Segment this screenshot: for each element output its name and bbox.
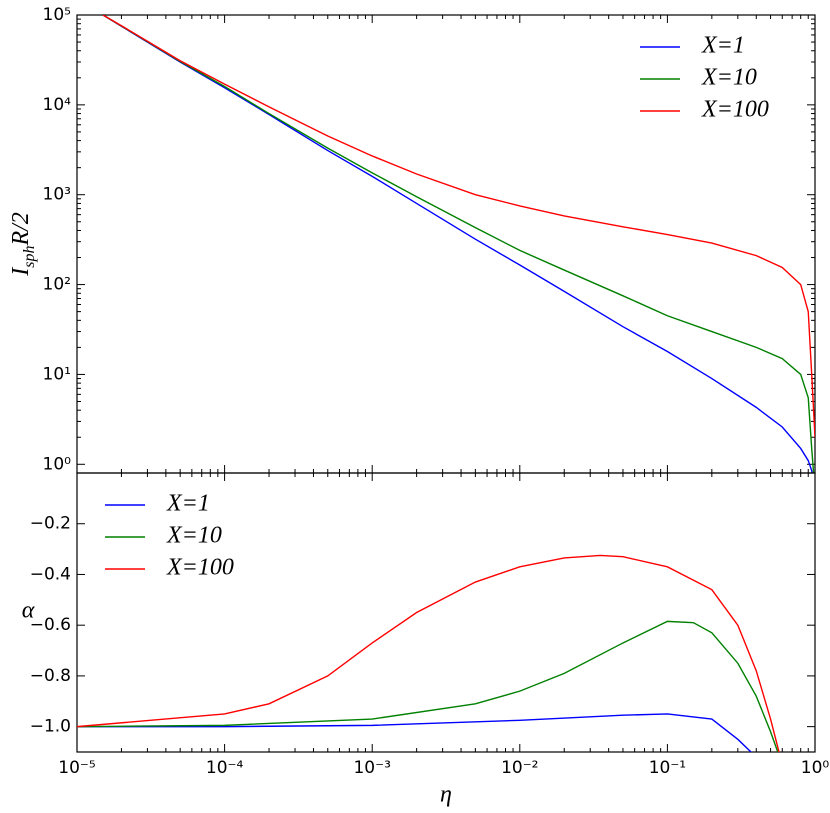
- series-line: [77, 713, 753, 752]
- y-tick-label: −0.8: [30, 666, 71, 686]
- y-tick-label: 10³: [43, 185, 71, 205]
- y-label-main: I: [8, 267, 34, 277]
- series-line: [102, 15, 815, 438]
- y-axis-label: IsphR/2: [8, 212, 38, 277]
- legend-label: X=1: [166, 491, 210, 517]
- y-tick-label: −0.4: [30, 564, 71, 584]
- x-tick-label: 10⁻³: [353, 758, 390, 778]
- legend-label: X=10: [701, 65, 757, 91]
- x-tick-label: 10⁻⁴: [206, 758, 244, 778]
- series-line: [77, 620, 779, 752]
- series-line: [102, 15, 815, 473]
- legend-label: X=100: [166, 555, 234, 581]
- y-tick-label: 10⁰: [43, 454, 72, 474]
- x-tick-label: 10⁻¹: [649, 758, 686, 778]
- y-label-sub: sph: [21, 246, 38, 268]
- legend-label: X=1: [701, 33, 745, 59]
- plot-area: [102, 15, 815, 473]
- series-line: [77, 554, 780, 752]
- plot-frame: [76, 472, 816, 753]
- y-tick-label: 10²: [43, 275, 71, 295]
- x-tick-label: 10⁰: [801, 758, 830, 778]
- y-tick-label: 10¹: [43, 364, 71, 384]
- y-tick-label: −1.0: [30, 717, 71, 737]
- series-line: [102, 15, 813, 473]
- y-tick-label: 10⁵: [43, 5, 71, 25]
- plot-area: [77, 554, 780, 752]
- y-tick-label: −0.6: [30, 615, 71, 635]
- x-axis-label: η: [440, 782, 452, 808]
- y-tick-label: −0.2: [30, 514, 71, 534]
- x-tick-label: 10⁻²: [501, 758, 538, 778]
- y-axis-label: α: [22, 598, 35, 624]
- legend-label: X=10: [166, 523, 222, 549]
- y-label-rest: R/2: [8, 212, 34, 246]
- y-tick-label: 10⁴: [43, 95, 72, 115]
- x-tick-label: 10⁻⁵: [58, 758, 95, 778]
- legend-label: X=100: [701, 97, 769, 123]
